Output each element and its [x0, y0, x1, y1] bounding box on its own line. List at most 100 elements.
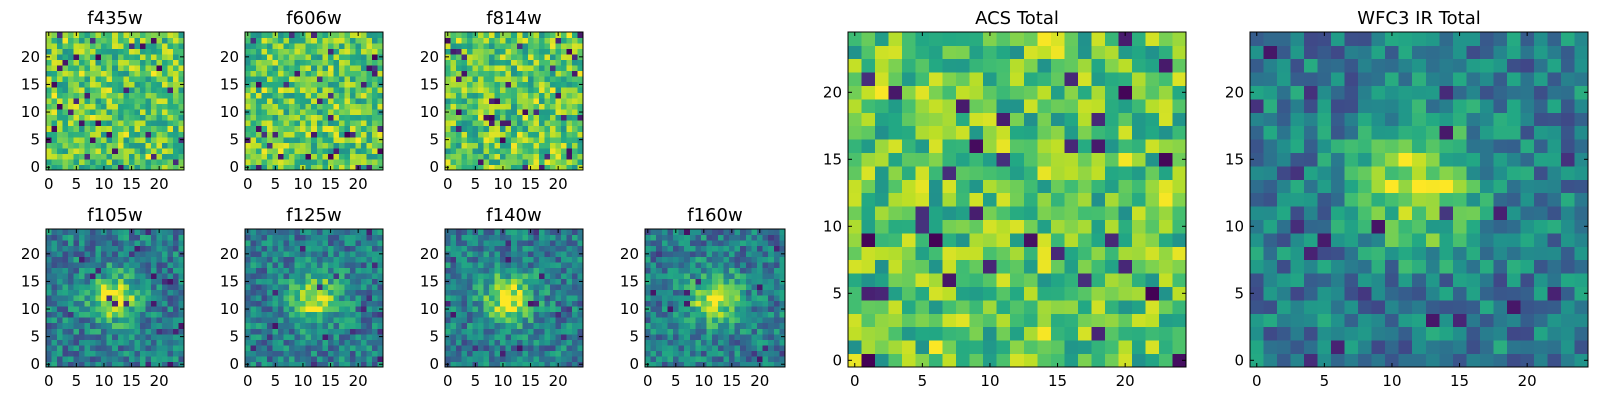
heatmap-cell — [445, 43, 451, 49]
heatmap-cell — [740, 356, 746, 362]
heatmap-cell — [467, 137, 473, 143]
heatmap-cell — [322, 32, 328, 38]
heatmap-cell — [667, 246, 673, 252]
heatmap-cell — [695, 257, 701, 263]
heatmap-cell — [528, 120, 534, 126]
heatmap-cell — [273, 268, 279, 274]
heatmap-cell — [74, 312, 80, 318]
heatmap-f125w — [245, 229, 383, 367]
heatmap-cell — [740, 240, 746, 246]
heatmap-cell — [451, 273, 457, 279]
heatmap-cell — [52, 350, 58, 356]
heatmap-cell — [1118, 260, 1132, 274]
heatmap-cell — [140, 38, 146, 44]
heatmap-cell — [572, 290, 578, 296]
heatmap-cell — [355, 306, 361, 312]
heatmap-cell — [707, 240, 713, 246]
heatmap-cell — [107, 268, 113, 274]
heatmap-cell — [484, 131, 490, 137]
heatmap-cell — [328, 109, 334, 115]
heatmap-cell — [729, 240, 735, 246]
heatmap-cell — [355, 109, 361, 115]
heatmap-cell — [690, 339, 696, 345]
heatmap-cell — [701, 257, 707, 263]
heatmap-cell — [684, 334, 690, 340]
heatmap-cell — [651, 279, 657, 285]
heatmap-cell — [522, 98, 528, 104]
heatmap-cell — [167, 257, 173, 263]
heatmap-cell — [256, 284, 262, 290]
heatmap-cell — [757, 262, 763, 268]
heatmap-cell — [651, 301, 657, 307]
heatmap-cell — [522, 82, 528, 88]
heatmap-cell — [451, 65, 457, 71]
heatmap-cell — [300, 284, 306, 290]
heatmap-cell — [484, 295, 490, 301]
heatmap-cell — [495, 339, 501, 345]
heatmap-cell — [317, 328, 323, 334]
heatmap-cell — [484, 334, 490, 340]
heatmap-cell — [267, 71, 273, 77]
heatmap-cell — [68, 306, 74, 312]
heatmap-cell — [344, 295, 350, 301]
heatmap-cell — [1024, 340, 1038, 354]
heatmap-cell — [129, 131, 135, 137]
heatmap-cell — [300, 317, 306, 323]
heatmap-cell — [173, 126, 179, 132]
heatmap-cell — [90, 142, 96, 148]
heatmap-cell — [140, 290, 146, 296]
heatmap-cell — [251, 312, 257, 318]
heatmap-cell — [506, 87, 512, 93]
heatmap-cell — [467, 120, 473, 126]
heatmap-cell — [344, 251, 350, 257]
heatmap-cell — [1024, 193, 1038, 207]
heatmap-cell — [112, 295, 118, 301]
heatmap-cell — [162, 109, 168, 115]
heatmap-cell — [85, 126, 91, 132]
heatmap-cell — [366, 345, 372, 351]
y-tick-label: 0 — [429, 158, 439, 176]
heatmap-cell — [656, 251, 662, 257]
heatmap-cell — [300, 246, 306, 252]
heatmap-cell — [350, 306, 356, 312]
heatmap-cell — [707, 246, 713, 252]
heatmap-cell — [262, 229, 268, 235]
heatmap-cell — [306, 148, 312, 154]
heatmap-cell — [167, 131, 173, 137]
heatmap-cell — [284, 159, 290, 165]
heatmap-cell — [306, 38, 312, 44]
heatmap-cell — [57, 87, 63, 93]
heatmap-cell — [774, 350, 780, 356]
heatmap-cell — [245, 71, 251, 77]
heatmap-cell — [46, 104, 52, 110]
heatmap-cell — [1024, 354, 1038, 368]
heatmap-cell — [311, 323, 317, 329]
heatmap-cell — [267, 115, 273, 121]
heatmap-cell — [123, 323, 129, 329]
heatmap-cell — [355, 279, 361, 285]
heatmap-cell — [339, 339, 345, 345]
heatmap-cell — [956, 287, 970, 301]
heatmap-f814w — [445, 32, 583, 170]
heatmap-cell — [456, 131, 462, 137]
heatmap-cell — [63, 229, 69, 235]
heatmap-cell — [46, 38, 52, 44]
heatmap-cell — [322, 246, 328, 252]
heatmap-cell — [451, 120, 457, 126]
heatmap-cell — [328, 142, 334, 148]
heatmap-cell — [566, 60, 572, 66]
heatmap-cell — [339, 38, 345, 44]
heatmap-cell — [123, 301, 129, 307]
heatmap-cell — [317, 339, 323, 345]
heatmap-cell — [289, 323, 295, 329]
heatmap-cell — [123, 356, 129, 362]
heatmap-cell — [997, 287, 1011, 301]
heatmap-cell — [366, 38, 372, 44]
heatmap-cell — [690, 251, 696, 257]
heatmap-cell — [107, 273, 113, 279]
heatmap-cell — [451, 295, 457, 301]
heatmap-cell — [129, 76, 135, 82]
heatmap-cell — [751, 262, 757, 268]
heatmap-cell — [451, 339, 457, 345]
heatmap-cell — [107, 240, 113, 246]
